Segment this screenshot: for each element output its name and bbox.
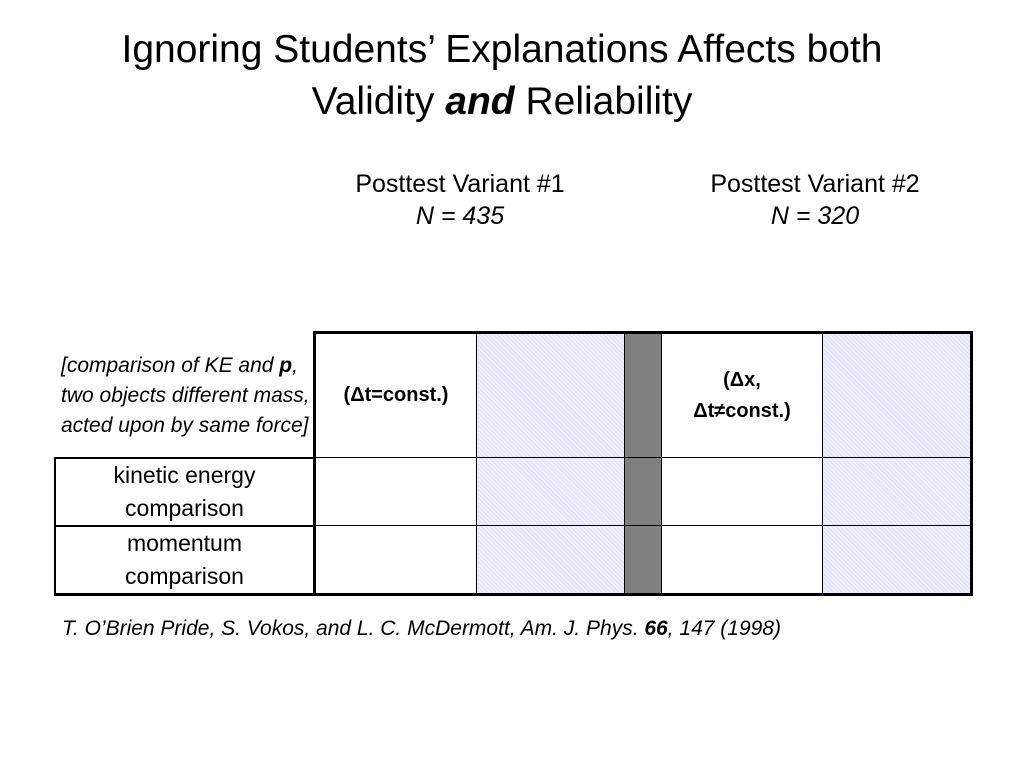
title-line-1: Ignoring Students’ Explanations Affects … <box>121 28 883 71</box>
col1-header-text: (Δt=const.) <box>343 384 449 406</box>
row-label-line-2: comparison <box>125 494 244 521</box>
desc-part-1: [comparison of KE and <box>61 353 280 377</box>
col2-header-line-2: Δt≠const.) <box>693 399 791 422</box>
row-label-line-1: kinetic energy <box>113 461 256 488</box>
variant-2-name: Posttest Variant #2 <box>710 170 920 198</box>
results-table: [comparison of KE and p, two objects dif… <box>54 331 973 596</box>
row-label-kinetic-energy: kinetic energy comparison <box>54 456 315 526</box>
title-reliability: Reliability <box>525 80 693 123</box>
col1-header: (Δt=const.) <box>313 331 477 458</box>
title-validity: Validity <box>311 80 435 123</box>
variant-2-n: N = 320 <box>770 202 860 230</box>
shaded-cell <box>476 457 625 526</box>
shaded-cell <box>822 525 973 596</box>
table-cell <box>661 457 823 526</box>
gray-separator <box>624 525 662 596</box>
row-label-line-1: momentum <box>126 529 243 556</box>
row-label-momentum: momentum comparison <box>54 524 315 596</box>
table-cell <box>313 457 477 526</box>
desc-part-3: , two objects different mass, acted upon… <box>61 353 310 437</box>
shaded-cell <box>822 331 973 458</box>
citation-volume: 66 <box>644 617 668 640</box>
citation: T. O’Brien Pride, S. Vokos, and L. C. Mc… <box>62 614 982 644</box>
variant-2-header: Posttest Variant #2 N = 320 <box>665 168 965 232</box>
shaded-cell <box>822 457 973 526</box>
citation-pages: , 147 (1998) <box>667 617 781 640</box>
table-cell <box>313 525 477 596</box>
table-row: kinetic energy comparison <box>54 456 973 526</box>
variant-1-name: Posttest Variant #1 <box>355 170 565 198</box>
slide-title: Ignoring Students’ Explanations Affects … <box>0 24 1004 128</box>
row-label-line-2: comparison <box>125 562 244 589</box>
variant-1-header: Posttest Variant #1 N = 435 <box>310 168 610 232</box>
table-cell <box>661 525 823 596</box>
shaded-cell <box>476 331 625 458</box>
task-description: [comparison of KE and p, two objects dif… <box>55 333 315 458</box>
table-header-row: [comparison of KE and p, two objects dif… <box>55 331 973 458</box>
title-line-2: Validity and Reliability <box>0 76 1004 128</box>
shaded-cell <box>476 525 625 596</box>
gray-separator <box>624 331 662 458</box>
table-row: momentum comparison <box>54 524 973 596</box>
gray-separator <box>624 457 662 526</box>
col2-header: (Δx, Δt≠const.) <box>661 331 823 458</box>
title-and: and <box>445 80 515 123</box>
col2-header-line-1: (Δx, <box>723 368 761 391</box>
variant-1-n: N = 435 <box>415 202 505 230</box>
desc-part-p: p <box>279 353 293 377</box>
citation-authors: T. O’Brien Pride, S. Vokos, and L. C. Mc… <box>62 617 645 640</box>
